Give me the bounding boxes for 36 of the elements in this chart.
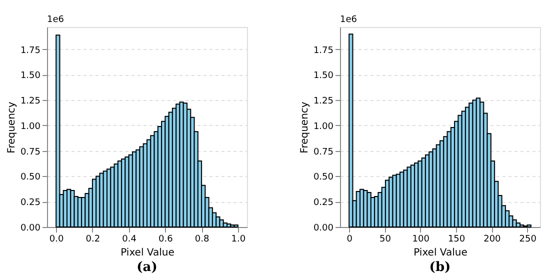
x-tick-label: 200 [484, 234, 502, 244]
x-axis-title: Pixel Value [414, 248, 468, 258]
x-tick-label: 50 [380, 234, 392, 244]
x-tick-label: 0.6 [158, 234, 174, 244]
y-tick-label: 0.50 [20, 172, 41, 183]
x-tick-label: 0.0 [49, 234, 64, 244]
y-tick-label: 1.75 [313, 46, 334, 56]
x-tick-label: 250 [519, 234, 537, 244]
y-tick-label: 1.50 [313, 71, 334, 82]
x-tick-label: 0 [346, 234, 353, 244]
y-tick-label: 1.00 [20, 122, 41, 132]
y-tick-label: 0.00 [20, 224, 41, 234]
y-tick-label: 0.50 [313, 172, 334, 183]
y-tick-label: 0.00 [313, 224, 334, 234]
x-tick-label: 0.8 [194, 234, 210, 244]
x-tick-label: 150 [448, 234, 466, 244]
text: 1e6 [340, 15, 358, 25]
y-tick-label: 1.25 [20, 96, 40, 107]
x-tick-label: 100 [412, 234, 430, 244]
y-tick-label: 1.75 [20, 46, 40, 56]
x-axis-title: Pixel Value [120, 248, 174, 258]
text: (a) [136, 260, 158, 275]
y-tick-label: 1.25 [313, 96, 334, 107]
x-tick-label: 0.2 [86, 234, 100, 244]
text: (b) [429, 260, 451, 275]
y-tick-label: 1.00 [313, 122, 334, 132]
x-tick-label: 1.0 [231, 234, 246, 244]
y-tick-label: 0.25 [313, 198, 334, 208]
y-axis-title: Frequency [299, 102, 310, 154]
y-axis-title: Frequency [6, 102, 18, 154]
y-tick-label: 0.75 [313, 147, 334, 158]
y-tick-label: 1.50 [20, 71, 41, 82]
x-tick-label: 0.4 [122, 234, 137, 244]
y-tick-label: 0.75 [20, 147, 40, 158]
y-tick-label: 0.25 [20, 198, 40, 208]
text: 1e6 [47, 15, 64, 25]
